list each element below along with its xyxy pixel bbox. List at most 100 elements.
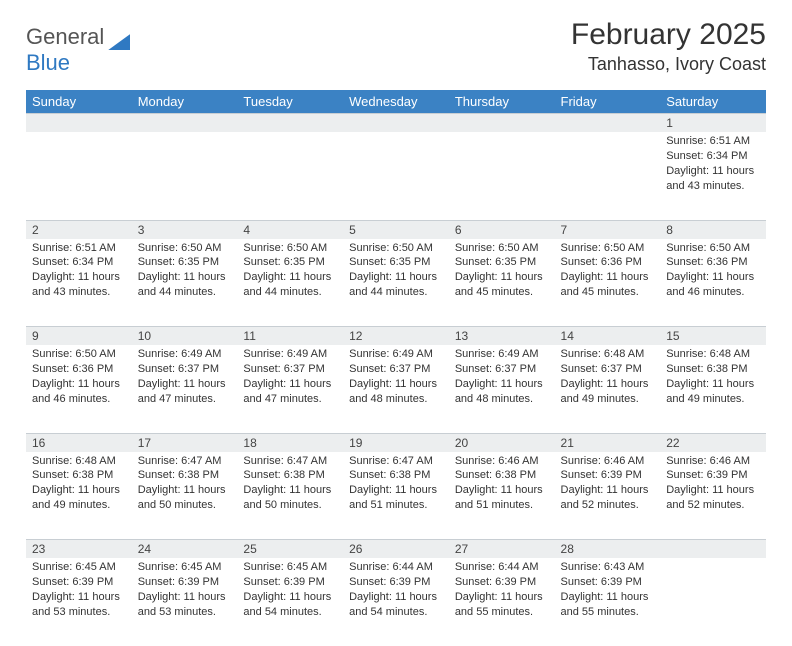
sunset-text: Sunset: 6:37 PM xyxy=(349,362,443,377)
day-cell: Sunrise: 6:46 AMSunset: 6:38 PMDaylight:… xyxy=(449,452,555,540)
sunset-text: Sunset: 6:38 PM xyxy=(243,468,337,483)
day-body-row: Sunrise: 6:45 AMSunset: 6:39 PMDaylight:… xyxy=(26,558,766,646)
day-number: 2 xyxy=(32,223,39,237)
sunrise-text: Sunrise: 6:44 AM xyxy=(455,560,549,575)
sunset-text: Sunset: 6:39 PM xyxy=(138,575,232,590)
day-cell: Sunrise: 6:50 AMSunset: 6:35 PMDaylight:… xyxy=(343,239,449,327)
weekday-header: Wednesday xyxy=(343,90,449,114)
day-cell: Sunrise: 6:44 AMSunset: 6:39 PMDaylight:… xyxy=(449,558,555,646)
day-cell-body: Sunrise: 6:48 AMSunset: 6:38 PMDaylight:… xyxy=(26,452,132,517)
day-number-cell: 6 xyxy=(449,220,555,239)
day-cell: Sunrise: 6:44 AMSunset: 6:39 PMDaylight:… xyxy=(343,558,449,646)
day-number: 5 xyxy=(349,223,356,237)
day-number: 27 xyxy=(455,542,468,556)
sunset-text: Sunset: 6:38 PM xyxy=(666,362,760,377)
daylight-text: Daylight: 11 hours and 49 minutes. xyxy=(561,377,655,407)
day-number: 23 xyxy=(32,542,45,556)
day-cell-body: Sunrise: 6:51 AMSunset: 6:34 PMDaylight:… xyxy=(660,132,766,197)
day-number: 17 xyxy=(138,436,151,450)
day-cell: Sunrise: 6:51 AMSunset: 6:34 PMDaylight:… xyxy=(26,239,132,327)
sunset-text: Sunset: 6:36 PM xyxy=(561,255,655,270)
sunrise-text: Sunrise: 6:48 AM xyxy=(666,347,760,362)
sunrise-text: Sunrise: 6:49 AM xyxy=(243,347,337,362)
day-cell-body: Sunrise: 6:43 AMSunset: 6:39 PMDaylight:… xyxy=(555,558,661,623)
day-number-cell xyxy=(132,114,238,133)
daylight-text: Daylight: 11 hours and 48 minutes. xyxy=(349,377,443,407)
sunset-text: Sunset: 6:35 PM xyxy=(455,255,549,270)
sunset-text: Sunset: 6:34 PM xyxy=(666,149,760,164)
sunset-text: Sunset: 6:37 PM xyxy=(243,362,337,377)
day-number: 6 xyxy=(455,223,462,237)
day-cell xyxy=(343,132,449,220)
day-number-cell: 7 xyxy=(555,220,661,239)
sunset-text: Sunset: 6:39 PM xyxy=(455,575,549,590)
day-number-cell xyxy=(343,114,449,133)
sunset-text: Sunset: 6:38 PM xyxy=(32,468,126,483)
sunrise-text: Sunrise: 6:44 AM xyxy=(349,560,443,575)
triangle-icon xyxy=(108,34,130,50)
sunrise-text: Sunrise: 6:50 AM xyxy=(349,241,443,256)
day-cell: Sunrise: 6:48 AMSunset: 6:38 PMDaylight:… xyxy=(26,452,132,540)
day-number: 8 xyxy=(666,223,673,237)
day-cell: Sunrise: 6:49 AMSunset: 6:37 PMDaylight:… xyxy=(343,345,449,433)
daylight-text: Daylight: 11 hours and 45 minutes. xyxy=(455,270,549,300)
day-number: 21 xyxy=(561,436,574,450)
day-number-cell: 5 xyxy=(343,220,449,239)
day-number-cell: 14 xyxy=(555,327,661,346)
sunset-text: Sunset: 6:38 PM xyxy=(349,468,443,483)
day-number-cell: 23 xyxy=(26,540,132,559)
day-number-cell: 24 xyxy=(132,540,238,559)
day-body-row: Sunrise: 6:48 AMSunset: 6:38 PMDaylight:… xyxy=(26,452,766,540)
day-cell xyxy=(26,132,132,220)
sunset-text: Sunset: 6:36 PM xyxy=(32,362,126,377)
day-cell-body: Sunrise: 6:50 AMSunset: 6:36 PMDaylight:… xyxy=(660,239,766,304)
day-cell-body: Sunrise: 6:49 AMSunset: 6:37 PMDaylight:… xyxy=(449,345,555,410)
day-number-cell: 21 xyxy=(555,433,661,452)
sunset-text: Sunset: 6:39 PM xyxy=(666,468,760,483)
day-number: 26 xyxy=(349,542,362,556)
day-cell: Sunrise: 6:46 AMSunset: 6:39 PMDaylight:… xyxy=(555,452,661,540)
daylight-text: Daylight: 11 hours and 45 minutes. xyxy=(561,270,655,300)
day-cell: Sunrise: 6:48 AMSunset: 6:38 PMDaylight:… xyxy=(660,345,766,433)
day-body-row: Sunrise: 6:50 AMSunset: 6:36 PMDaylight:… xyxy=(26,345,766,433)
day-cell: Sunrise: 6:50 AMSunset: 6:35 PMDaylight:… xyxy=(132,239,238,327)
day-number-cell: 16 xyxy=(26,433,132,452)
day-number-cell: 2 xyxy=(26,220,132,239)
day-cell: Sunrise: 6:45 AMSunset: 6:39 PMDaylight:… xyxy=(237,558,343,646)
day-cell: Sunrise: 6:49 AMSunset: 6:37 PMDaylight:… xyxy=(237,345,343,433)
weekday-header: Thursday xyxy=(449,90,555,114)
weekday-header: Tuesday xyxy=(237,90,343,114)
day-cell-body: Sunrise: 6:45 AMSunset: 6:39 PMDaylight:… xyxy=(132,558,238,623)
daylight-text: Daylight: 11 hours and 46 minutes. xyxy=(32,377,126,407)
weekday-header-row: Sunday Monday Tuesday Wednesday Thursday… xyxy=(26,90,766,114)
day-number-row: 9101112131415 xyxy=(26,327,766,346)
daylight-text: Daylight: 11 hours and 53 minutes. xyxy=(32,590,126,620)
sunset-text: Sunset: 6:39 PM xyxy=(561,468,655,483)
daylight-text: Daylight: 11 hours and 44 minutes. xyxy=(243,270,337,300)
daylight-text: Daylight: 11 hours and 55 minutes. xyxy=(561,590,655,620)
day-number: 7 xyxy=(561,223,568,237)
day-number-cell xyxy=(449,114,555,133)
day-cell-body: Sunrise: 6:50 AMSunset: 6:36 PMDaylight:… xyxy=(26,345,132,410)
day-cell-body: Sunrise: 6:47 AMSunset: 6:38 PMDaylight:… xyxy=(343,452,449,517)
day-number: 22 xyxy=(666,436,679,450)
day-cell: Sunrise: 6:48 AMSunset: 6:37 PMDaylight:… xyxy=(555,345,661,433)
sunrise-text: Sunrise: 6:50 AM xyxy=(32,347,126,362)
sunrise-text: Sunrise: 6:50 AM xyxy=(561,241,655,256)
day-cell-body: Sunrise: 6:46 AMSunset: 6:39 PMDaylight:… xyxy=(660,452,766,517)
day-cell-body: Sunrise: 6:50 AMSunset: 6:35 PMDaylight:… xyxy=(343,239,449,304)
day-number-cell: 19 xyxy=(343,433,449,452)
day-number-row: 2345678 xyxy=(26,220,766,239)
weekday-header: Friday xyxy=(555,90,661,114)
day-number-cell: 26 xyxy=(343,540,449,559)
day-cell: Sunrise: 6:47 AMSunset: 6:38 PMDaylight:… xyxy=(343,452,449,540)
sunrise-text: Sunrise: 6:50 AM xyxy=(666,241,760,256)
day-body-row: Sunrise: 6:51 AMSunset: 6:34 PMDaylight:… xyxy=(26,132,766,220)
day-number: 18 xyxy=(243,436,256,450)
sunset-text: Sunset: 6:35 PM xyxy=(138,255,232,270)
sunset-text: Sunset: 6:35 PM xyxy=(243,255,337,270)
day-cell-body: Sunrise: 6:45 AMSunset: 6:39 PMDaylight:… xyxy=(26,558,132,623)
weekday-header: Sunday xyxy=(26,90,132,114)
daylight-text: Daylight: 11 hours and 52 minutes. xyxy=(561,483,655,513)
daylight-text: Daylight: 11 hours and 44 minutes. xyxy=(349,270,443,300)
